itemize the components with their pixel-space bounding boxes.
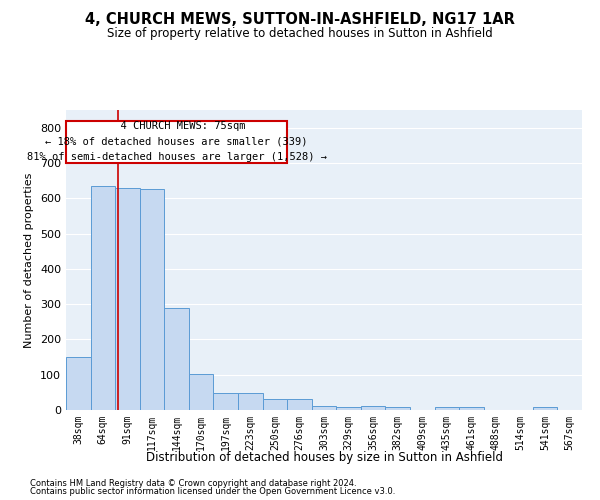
Bar bbox=[115, 188, 140, 410]
Bar bbox=[287, 400, 312, 410]
Bar bbox=[263, 400, 287, 410]
Bar bbox=[459, 407, 484, 410]
Text: Contains HM Land Registry data © Crown copyright and database right 2024.: Contains HM Land Registry data © Crown c… bbox=[30, 478, 356, 488]
Bar bbox=[189, 374, 214, 410]
Y-axis label: Number of detached properties: Number of detached properties bbox=[25, 172, 34, 348]
Bar bbox=[164, 308, 189, 410]
Text: Contains public sector information licensed under the Open Government Licence v3: Contains public sector information licen… bbox=[30, 487, 395, 496]
Bar bbox=[361, 406, 385, 410]
Bar bbox=[214, 394, 238, 410]
FancyBboxPatch shape bbox=[66, 120, 287, 163]
Text: Distribution of detached houses by size in Sutton in Ashfield: Distribution of detached houses by size … bbox=[146, 451, 503, 464]
Text: Size of property relative to detached houses in Sutton in Ashfield: Size of property relative to detached ho… bbox=[107, 28, 493, 40]
Bar bbox=[238, 394, 263, 410]
Bar bbox=[533, 407, 557, 410]
Bar bbox=[312, 406, 336, 410]
Bar bbox=[66, 357, 91, 410]
Bar bbox=[434, 407, 459, 410]
Text: 4, CHURCH MEWS, SUTTON-IN-ASHFIELD, NG17 1AR: 4, CHURCH MEWS, SUTTON-IN-ASHFIELD, NG17… bbox=[85, 12, 515, 28]
Bar bbox=[336, 407, 361, 410]
Bar bbox=[385, 407, 410, 410]
Text: 4 CHURCH MEWS: 75sqm
← 18% of detached houses are smaller (339)
81% of semi-deta: 4 CHURCH MEWS: 75sqm ← 18% of detached h… bbox=[26, 121, 326, 162]
Bar bbox=[140, 190, 164, 410]
Bar bbox=[91, 186, 115, 410]
